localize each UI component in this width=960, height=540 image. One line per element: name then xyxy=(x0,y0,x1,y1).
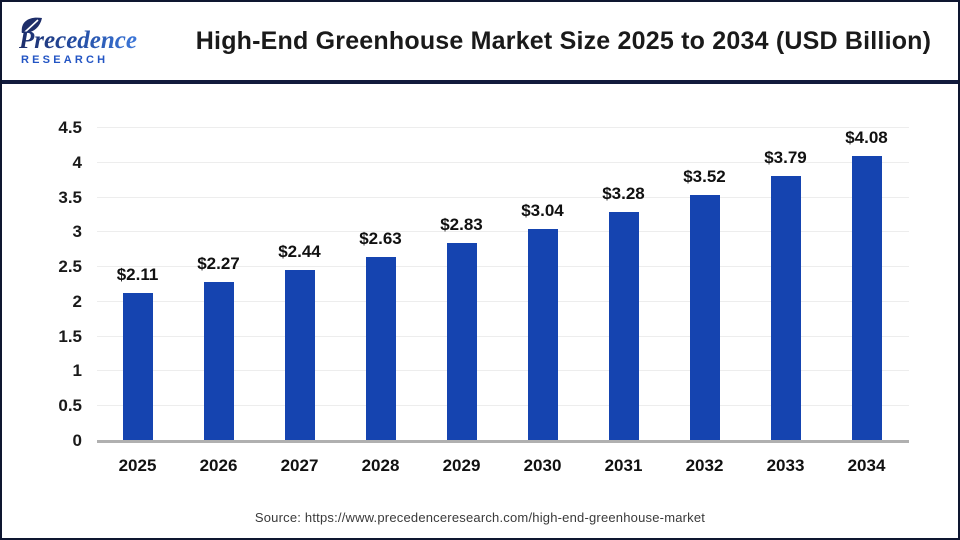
y-axis-label-0.5: 0.5 xyxy=(58,396,82,416)
logo-subtext: RESEARCH xyxy=(21,54,108,66)
y-axis-label-2.5: 2.5 xyxy=(58,257,82,277)
x-axis-line xyxy=(97,440,909,443)
x-axis-label-2025: 2025 xyxy=(118,456,157,475)
gridline-4 xyxy=(97,161,909,163)
bar-2032 xyxy=(689,195,720,440)
bar-2030 xyxy=(527,228,558,440)
precedence-research-logo: Precedence RESEARCH xyxy=(2,15,187,67)
bar-chart: 0 0.5 1 1.5 2 2.5 3 3.5 4 4.5 $2.11 2025 $2.27 2026 $2… xyxy=(2,84,958,538)
bar-value-label-2031: $3.28 xyxy=(602,183,645,203)
y-axis-label-0: 0 xyxy=(72,431,82,450)
x-axis-label-2033: 2033 xyxy=(766,456,805,475)
bar-value-label-2030: $3.04 xyxy=(521,200,564,220)
gridline-1 xyxy=(97,370,909,372)
header-divider xyxy=(2,80,958,84)
x-axis-label-2032: 2032 xyxy=(685,456,724,475)
bar-2027 xyxy=(284,270,315,440)
bar-value-label-2029: $2.83 xyxy=(440,215,483,235)
logo-graphic: Precedence RESEARCH xyxy=(18,17,137,66)
gridline-2.5 xyxy=(97,266,909,268)
gridline-0.5 xyxy=(97,405,909,407)
y-axis-label-1.5: 1.5 xyxy=(58,326,82,346)
x-axis-label-2029: 2029 xyxy=(442,456,481,475)
y-axis-label-1: 1 xyxy=(72,361,82,381)
bar-value-label-2032: $3.52 xyxy=(683,167,726,187)
gridline-2 xyxy=(97,300,909,302)
title-area: High-End Greenhouse Market Size 2025 to … xyxy=(187,27,958,56)
bar-value-label-2025: $2.11 xyxy=(116,265,159,285)
x-axis-label-2027: 2027 xyxy=(280,456,319,475)
header: Precedence RESEARCH High-End Greenhouse … xyxy=(2,2,958,80)
logo-wordmark: Precedence xyxy=(18,27,137,54)
gridline-3 xyxy=(97,231,909,233)
bar-value-label-2027: $2.44 xyxy=(278,242,321,262)
x-axis-label-2030: 2030 xyxy=(523,456,562,475)
y-axis-label-3.5: 3.5 xyxy=(58,187,82,207)
bar-value-label-2028: $2.63 xyxy=(359,229,402,249)
x-axis-label-2028: 2028 xyxy=(361,456,400,475)
bar-value-label-2026: $2.27 xyxy=(197,254,240,274)
bar-2029 xyxy=(446,243,477,440)
gridline-1.5 xyxy=(97,335,909,337)
gridline-4.5 xyxy=(97,127,909,128)
bar-2028 xyxy=(365,257,396,440)
source-text: Source: https://www.precedenceresearch.c… xyxy=(254,510,706,525)
bar-2034 xyxy=(851,156,882,440)
page-title: High-End Greenhouse Market Size 2025 to … xyxy=(195,26,932,55)
bar-2031 xyxy=(608,211,639,440)
bar-value-label-2033: $3.79 xyxy=(764,148,807,168)
bar-2026 xyxy=(203,282,234,440)
y-axis-label-4: 4 xyxy=(72,152,82,172)
x-axis-label-2026: 2026 xyxy=(199,456,238,475)
bar-value-label-2034: $4.08 xyxy=(845,128,888,148)
y-axis-label-3: 3 xyxy=(72,222,82,242)
gridline-3.5 xyxy=(97,196,909,198)
bar-2025 xyxy=(122,293,153,440)
x-axis-label-2034: 2034 xyxy=(847,456,886,475)
bar-2033 xyxy=(770,176,801,440)
y-axis-label-4.5: 4.5 xyxy=(58,118,82,137)
y-axis-label-2: 2 xyxy=(72,291,82,311)
x-axis-label-2031: 2031 xyxy=(604,456,643,475)
